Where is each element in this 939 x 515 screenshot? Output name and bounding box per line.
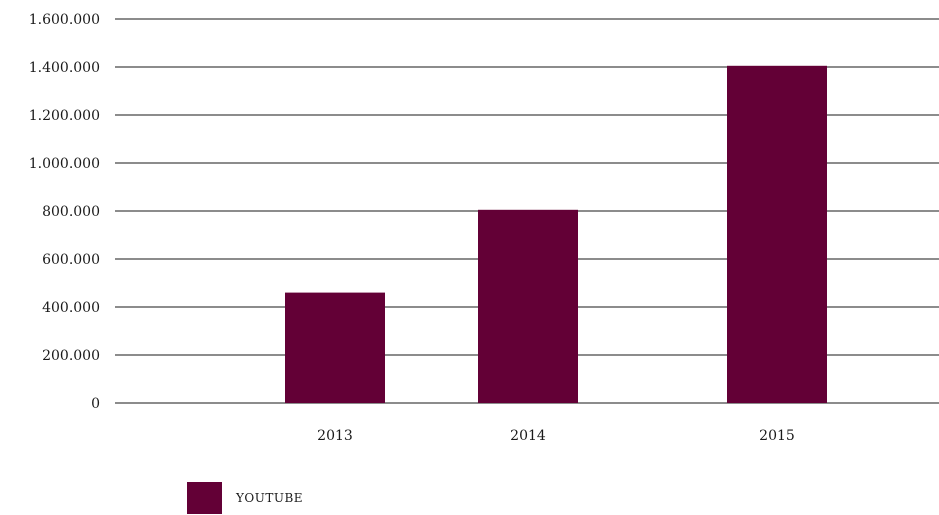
- legend-label-youtube: YOUTUBE: [236, 491, 304, 505]
- legend: YOUTUBE: [187, 482, 303, 514]
- y-tick-label: 800.000: [42, 204, 100, 220]
- bar-chart: 0 200.000 400.000 600.000 800.000 1.000.000 1.…: [29, 12, 939, 444]
- y-tick-label: 400.000: [42, 300, 100, 316]
- y-tick-label: 1.400.000: [29, 60, 100, 76]
- y-tick-label: 600.000: [42, 252, 100, 268]
- bar-2014: [478, 209, 578, 403]
- y-tick-label: 1.000.000: [29, 156, 100, 172]
- bar-2013: [285, 292, 385, 403]
- bar-2015: [727, 65, 827, 404]
- x-tick-label: 2014: [510, 428, 546, 444]
- y-tick-label: 200.000: [42, 348, 100, 364]
- y-tick-label: 1.600.000: [29, 12, 100, 28]
- y-tick-label: 0: [91, 396, 100, 412]
- x-tick-label: 2013: [317, 428, 353, 444]
- y-tick-label: 1.200.000: [29, 108, 100, 124]
- legend-swatch-youtube: [187, 482, 222, 514]
- x-tick-label: 2015: [759, 428, 795, 444]
